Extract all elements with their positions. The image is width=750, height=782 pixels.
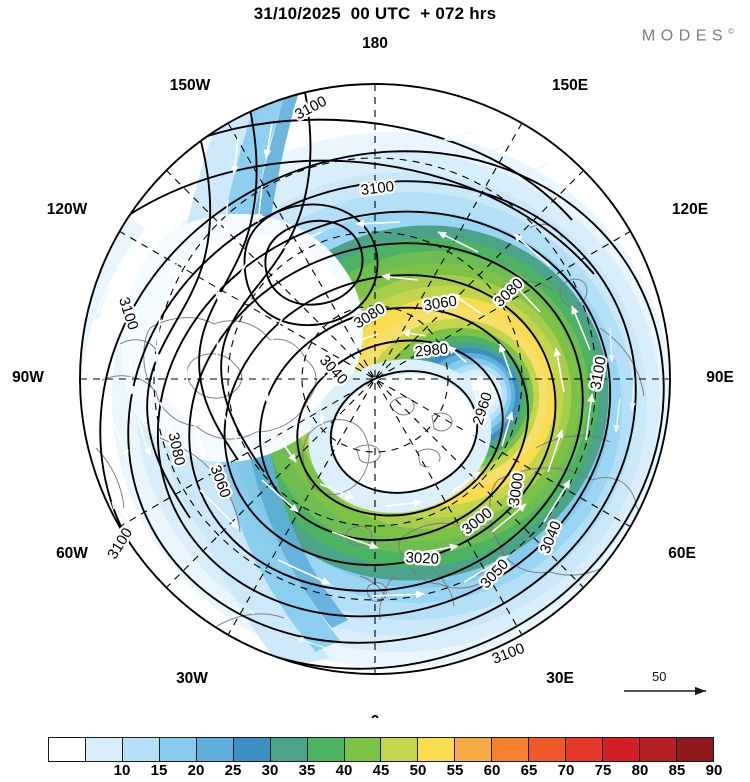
longitude-label: 180 — [362, 35, 388, 52]
colorbar-cell[interactable] — [676, 738, 713, 761]
colorbar-cell[interactable] — [196, 738, 234, 761]
colorbar-tick-label: 45 — [372, 762, 390, 779]
colorbar-cell[interactable] — [418, 738, 456, 761]
modes-logo: MODES© — [642, 27, 734, 45]
longitude-label: 90W — [12, 369, 44, 386]
colorbar-tick-label: 80 — [631, 762, 649, 779]
colorbar-tick-label: 60 — [483, 762, 501, 779]
globe-outline — [79, 83, 671, 675]
colorbar-cell[interactable] — [233, 738, 271, 761]
graticule — [81, 85, 669, 673]
longitude-label: 150E — [552, 77, 588, 94]
colorbar-cell[interactable] — [344, 738, 382, 761]
longitude-label: 150W — [170, 77, 211, 94]
longitude-label: 60E — [668, 545, 696, 562]
colorbar-cell[interactable] — [49, 738, 86, 761]
colorbar-tick-label: 70 — [557, 762, 575, 779]
contour-label: 3060 — [422, 293, 458, 315]
colorbar-cell[interactable] — [381, 738, 419, 761]
colorbar-cell[interactable] — [529, 738, 567, 761]
colorbar-ticks: 10 15 20 25 30 35 40 45 50 55 60 65 70 75 80 85 90 — [0, 762, 750, 782]
colorbar-cell[interactable] — [270, 738, 308, 761]
colorbar-tick-label: 10 — [113, 762, 131, 779]
colorbar-cell[interactable] — [122, 738, 160, 761]
colorbar-cell[interactable] — [640, 738, 677, 761]
longitude-label: 30E — [546, 670, 574, 687]
colorbar-cell[interactable] — [566, 738, 604, 761]
colorbar-tick-label: 20 — [187, 762, 205, 779]
reference-vector-label: 50 — [652, 669, 667, 684]
longitude-label: 120W — [47, 201, 88, 218]
colorbar-cell[interactable] — [492, 738, 530, 761]
colorbar-tick-label: 55 — [446, 762, 464, 779]
colorbar-tick-label: 65 — [520, 762, 538, 779]
colorbar-tick-label: 25 — [224, 762, 242, 779]
colorbar-tick-label: 50 — [409, 762, 427, 779]
reference-vector: 50 — [620, 669, 730, 713]
contour-label: 3100 — [360, 178, 395, 199]
page-title: 31/10/2025 00 UTC + 072 hrs — [253, 4, 497, 23]
contour-label-halo: 3020 — [405, 549, 439, 568]
contour-label: 3080 — [165, 431, 189, 467]
contour-label: 3100 — [587, 355, 610, 391]
colorbar-tick-label: 90 — [705, 762, 723, 779]
longitude-label: 60W — [56, 545, 88, 562]
colorbar-tick-label: 85 — [668, 762, 686, 779]
logo-text: MODES — [641, 27, 729, 45]
longitude-label-layer: 180 150W 120W 90W 60W 30W 0 30E 120E 150E 90E 60E — [12, 35, 734, 718]
colorbar-tick-label: 40 — [335, 762, 353, 779]
contour-label: 3020 — [405, 549, 439, 568]
wind-vectors-faint — [95, 131, 636, 663]
colorbar-tick-label: 75 — [594, 762, 612, 779]
colorbar-tick-label: 35 — [298, 762, 316, 779]
colorbar-cell[interactable] — [85, 738, 123, 761]
colorbar[interactable] — [48, 737, 714, 762]
longitude-label: 0 — [371, 713, 380, 718]
contour-label: 2980 — [414, 340, 449, 360]
colorbar-cell[interactable] — [455, 738, 493, 761]
colorbar-tick-label: 30 — [261, 762, 279, 779]
colorbar-cell[interactable] — [159, 738, 197, 761]
longitude-label: 30W — [176, 670, 208, 687]
colorbar-cell[interactable] — [307, 738, 345, 761]
wind-vectors — [113, 123, 595, 599]
colorbar-cell[interactable] — [603, 738, 640, 761]
longitude-label: 120E — [672, 201, 708, 218]
longitude-label: 90E — [706, 369, 734, 386]
contour-label: 3000 — [506, 472, 527, 507]
polar-stereographic-map[interactable]: 3100 3100 3100 3100 3100 3100 3080 3080 3060 3060… — [0, 28, 750, 718]
colorbar-tick-label: 15 — [150, 762, 168, 779]
copyright-icon: © — [728, 27, 734, 36]
